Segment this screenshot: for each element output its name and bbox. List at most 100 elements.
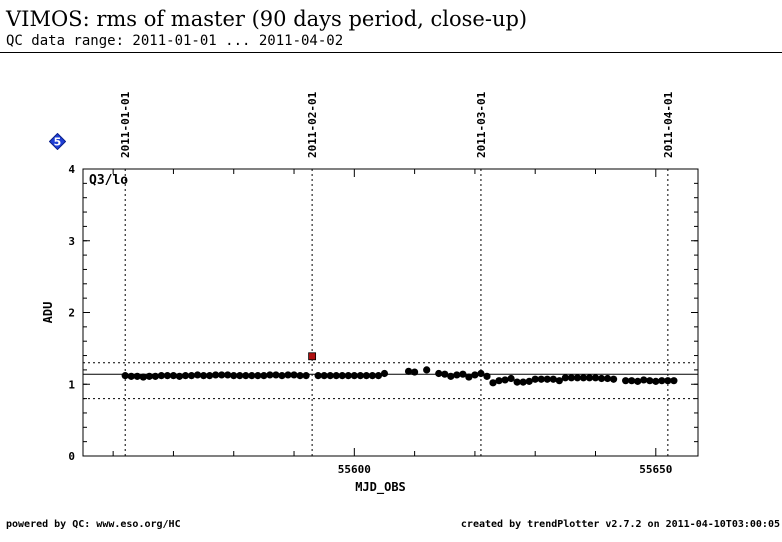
y-tick-label: 2	[68, 307, 75, 320]
data-point	[127, 372, 135, 380]
data-point	[302, 372, 310, 380]
data-point	[453, 371, 461, 379]
data-point	[579, 374, 588, 382]
data-point	[326, 372, 334, 380]
data-point	[513, 378, 521, 386]
x-tick-label: 55650	[639, 463, 672, 476]
data-point	[585, 374, 594, 382]
data-point	[465, 373, 473, 381]
data-point	[447, 372, 455, 380]
data-point	[206, 372, 214, 380]
data-point	[441, 370, 449, 378]
data-point	[278, 372, 286, 380]
data-point	[664, 377, 672, 385]
outlier-point	[308, 352, 317, 361]
data-point	[471, 371, 479, 379]
data-point	[218, 371, 226, 379]
data-point	[151, 372, 159, 380]
x-axis-label: MJD_OBS	[355, 480, 406, 495]
data-point	[290, 371, 298, 379]
y-tick-label: 1	[68, 378, 75, 391]
data-point	[296, 372, 304, 380]
data-point	[477, 369, 485, 378]
data-point	[175, 372, 184, 380]
data-point	[350, 372, 358, 380]
y-tick-label: 4	[68, 163, 75, 176]
data-point	[652, 377, 660, 385]
data-point	[646, 377, 654, 385]
data-point	[121, 372, 129, 380]
data-point	[199, 372, 208, 380]
data-point	[597, 374, 606, 383]
data-point	[272, 371, 280, 379]
data-point	[139, 373, 147, 381]
data-point	[230, 372, 238, 380]
data-point	[531, 375, 539, 383]
diamond-badge-icon: 5	[49, 133, 66, 150]
date-marker-label: 2011-02-01	[306, 91, 319, 158]
footer-powered-by: powered by QC: www.eso.org/HC	[6, 519, 181, 530]
badge-label: 5	[54, 136, 62, 149]
data-point	[501, 376, 509, 384]
data-point	[145, 372, 153, 380]
data-point	[561, 374, 569, 382]
data-point	[332, 372, 340, 380]
data-point	[212, 371, 220, 379]
data-point	[591, 374, 600, 382]
data-point	[609, 375, 618, 383]
data-point	[567, 374, 575, 382]
data-point	[670, 377, 678, 385]
data-point	[356, 372, 364, 380]
data-point	[495, 377, 503, 385]
data-point	[242, 372, 250, 380]
data-point	[236, 372, 244, 380]
page-title: VIMOS: rms of master (90 days period, cl…	[6, 7, 528, 31]
data-point	[169, 372, 178, 380]
data-point	[549, 375, 557, 383]
data-point	[525, 377, 533, 385]
data-point	[362, 372, 370, 380]
data-point	[368, 372, 377, 380]
data-point	[224, 371, 232, 379]
data-point	[555, 377, 563, 385]
data-point	[193, 371, 202, 379]
data-point	[344, 372, 352, 380]
date-marker-label: 2011-04-01	[662, 91, 675, 158]
data-point	[157, 372, 165, 380]
data-point	[411, 368, 419, 376]
data-point	[658, 377, 666, 385]
data-point	[519, 378, 527, 386]
data-point	[284, 371, 292, 379]
data-point	[507, 374, 515, 383]
plot-frame	[82, 168, 699, 457]
page-subtitle: QC data range: 2011-01-01 ... 2011-04-02	[6, 33, 344, 49]
data-point	[404, 367, 413, 375]
data-point	[573, 374, 582, 382]
data-point	[640, 376, 648, 384]
data-point	[459, 370, 467, 378]
data-point	[181, 372, 190, 380]
date-marker-label: 2011-01-01	[119, 91, 132, 158]
data-point	[187, 372, 196, 380]
data-point	[423, 366, 431, 374]
y-tick-label: 3	[68, 235, 75, 248]
panel-label: Q3/lo	[89, 173, 128, 188]
data-point	[603, 374, 612, 383]
data-point	[266, 371, 274, 379]
data-point	[260, 372, 268, 380]
y-tick-label: 0	[68, 450, 75, 463]
data-point	[380, 369, 389, 378]
data-point	[634, 377, 642, 385]
data-point	[320, 372, 328, 380]
data-point	[537, 375, 545, 383]
date-marker-label: 2011-03-01	[475, 91, 488, 158]
data-point	[543, 375, 551, 383]
data-point	[248, 372, 256, 380]
data-point	[163, 372, 172, 380]
y-axis-label: ADU	[41, 302, 55, 324]
data-point	[254, 372, 262, 380]
header-divider	[0, 52, 782, 53]
footer-created-by: created by trendPlotter v2.7.2 on 2011-0…	[460, 519, 780, 530]
data-point	[435, 369, 443, 378]
